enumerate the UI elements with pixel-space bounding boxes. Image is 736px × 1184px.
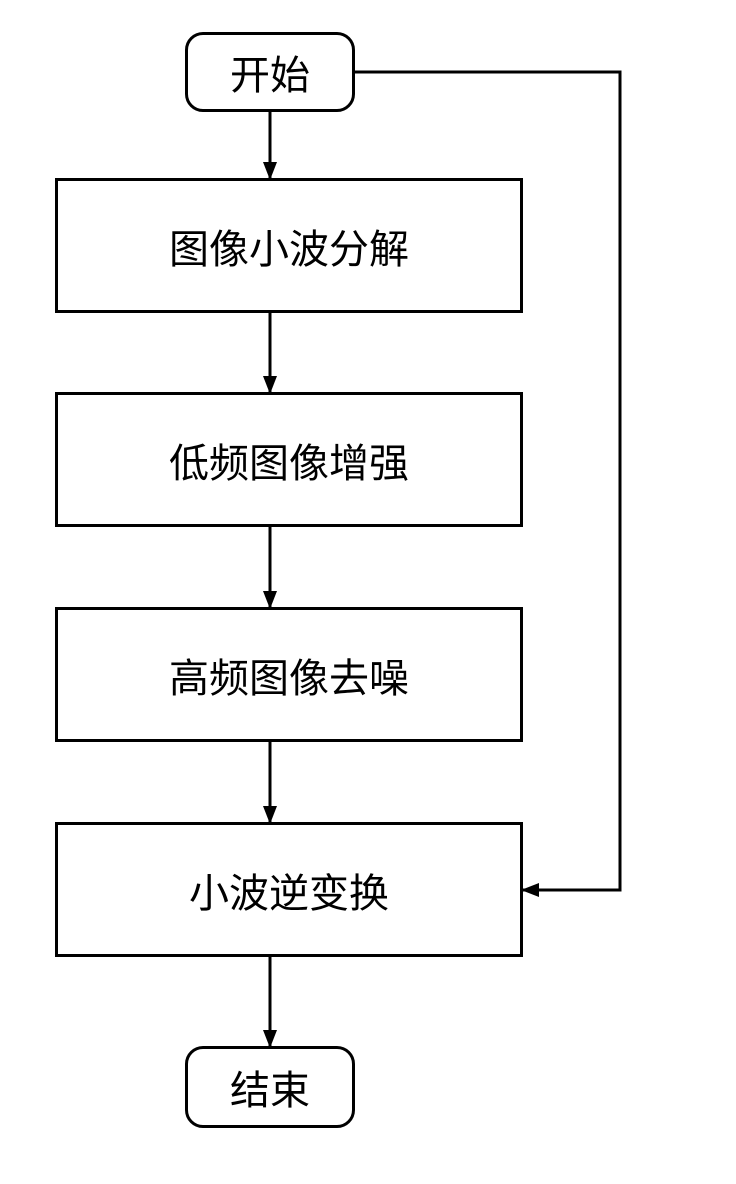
start-node: 开始 (185, 32, 355, 112)
start-label: 开始 (230, 43, 310, 101)
step1-node: 图像小波分解 (55, 178, 523, 313)
step3-label: 高频图像去噪 (169, 646, 409, 704)
step4-node: 小波逆变换 (55, 822, 523, 957)
step2-label: 低频图像增强 (169, 431, 409, 489)
step4-label: 小波逆变换 (189, 861, 389, 919)
flowchart-container: 开始 图像小波分解 低频图像增强 高频图像去噪 小波逆变换 结束 (0, 0, 736, 1184)
step2-node: 低频图像增强 (55, 392, 523, 527)
step1-label: 图像小波分解 (169, 217, 409, 275)
step3-node: 高频图像去噪 (55, 607, 523, 742)
end-label: 结束 (230, 1058, 310, 1116)
end-node: 结束 (185, 1046, 355, 1128)
